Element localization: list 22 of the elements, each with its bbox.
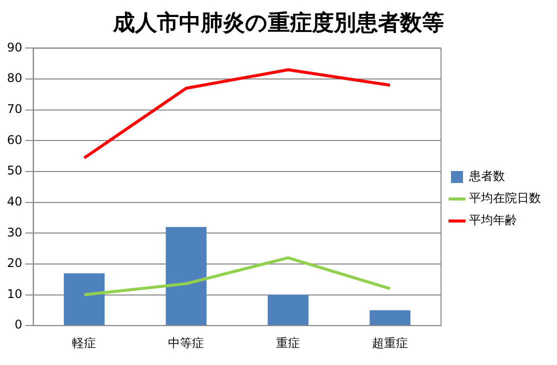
legend-label: 平均在院日数 bbox=[469, 191, 541, 206]
y-tick-label: 40 bbox=[6, 194, 22, 208]
x-tick-label: 軽症 bbox=[72, 336, 96, 350]
y-tick-label: 20 bbox=[6, 256, 22, 270]
y-tick-label: 70 bbox=[6, 102, 22, 116]
y-tick-label: 10 bbox=[6, 286, 22, 301]
bar bbox=[370, 310, 410, 326]
legend-label: 平均年齢 bbox=[469, 213, 517, 228]
chart-title: 成人市中肺炎の重症度別患者数等 bbox=[112, 10, 445, 38]
y-tick-label: 60 bbox=[6, 132, 22, 147]
y-tick-label: 30 bbox=[6, 225, 22, 240]
x-tick-label: 超重症 bbox=[372, 336, 408, 350]
y-tick-label: 0 bbox=[14, 318, 22, 332]
y-tick-label: 50 bbox=[6, 164, 22, 178]
bar bbox=[64, 273, 105, 326]
y-tick-label: 90 bbox=[6, 40, 22, 54]
y-tick-label: 80 bbox=[6, 71, 22, 86]
bar bbox=[166, 226, 207, 326]
x-tick-label: 重症 bbox=[276, 336, 300, 350]
legend-label: 患者数 bbox=[468, 169, 505, 184]
bar bbox=[268, 294, 308, 326]
x-tick-label: 中等症 bbox=[168, 336, 204, 350]
